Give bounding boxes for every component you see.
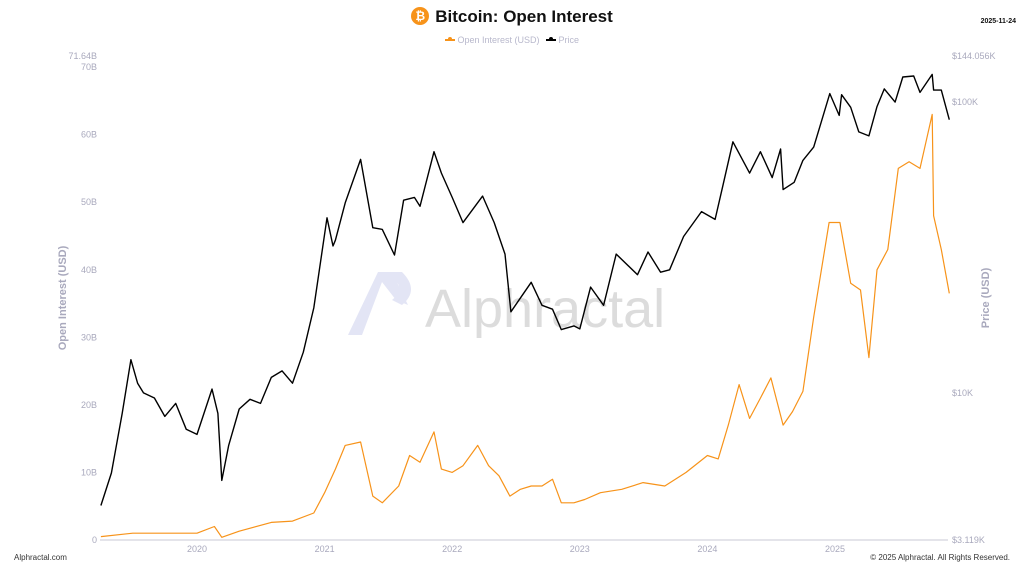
y-right-tick-label: $144.056K <box>952 51 996 61</box>
open-interest-line <box>100 113 950 538</box>
y-left-max-label: 71.64B <box>68 51 97 61</box>
x-tick-label: 2025 <box>825 544 845 554</box>
y-left-tick-label: 30B <box>81 332 97 342</box>
x-tick-label: 2024 <box>697 544 717 554</box>
y-right-tick-label: $100K <box>952 97 978 107</box>
footer-copyright: © 2025 Alphractal. All Rights Reserved. <box>870 553 1010 562</box>
legend-marker-icon <box>546 37 557 41</box>
chart-date: 2025-11-24 <box>980 18 1016 25</box>
y-left-tick-label: 20B <box>81 400 97 410</box>
alphractal-logo-icon <box>348 272 411 335</box>
legend-label: Price <box>558 35 580 45</box>
watermark: Alphractal <box>348 272 665 339</box>
chart-title-text: Bitcoin: Open Interest <box>435 7 613 26</box>
y-left-tick-label: 0 <box>92 535 97 545</box>
y-left-tick-label: 50B <box>81 197 97 207</box>
y-left-tick-label: 70B <box>81 62 97 72</box>
x-tick-label: 2022 <box>442 544 462 554</box>
x-tick-label: 2020 <box>187 544 207 554</box>
y-left-tick-label: 60B <box>81 130 97 140</box>
bitcoin-icon: ₿ <box>411 7 430 25</box>
legend-item-price[interactable]: Price <box>546 35 579 45</box>
price-line <box>100 73 950 506</box>
legend-label: Open Interest (USD) <box>457 35 540 45</box>
y-left-tick-label: 40B <box>81 265 97 275</box>
y-right-axis-title: Price (USD) <box>980 267 992 328</box>
watermark-text: Alphractal <box>425 279 665 339</box>
legend-item-open-interest[interactable]: Open Interest (USD) <box>444 35 540 45</box>
x-tick-label: 2023 <box>570 544 590 554</box>
y-right-tick-label: $3.119K <box>952 535 985 545</box>
legend-marker-icon <box>444 37 455 41</box>
y-right-tick-label: $10K <box>952 388 973 398</box>
y-left-tick-label: 10B <box>81 467 97 477</box>
footer-site[interactable]: Alphractal.com <box>14 553 67 562</box>
y-left-axis-title: Open Interest (USD) <box>57 245 69 350</box>
chart-title: ₿ Bitcoin: Open Interest <box>0 7 1024 27</box>
x-tick-label: 2021 <box>315 544 335 554</box>
legend: Open Interest (USD) Price <box>0 35 1024 45</box>
